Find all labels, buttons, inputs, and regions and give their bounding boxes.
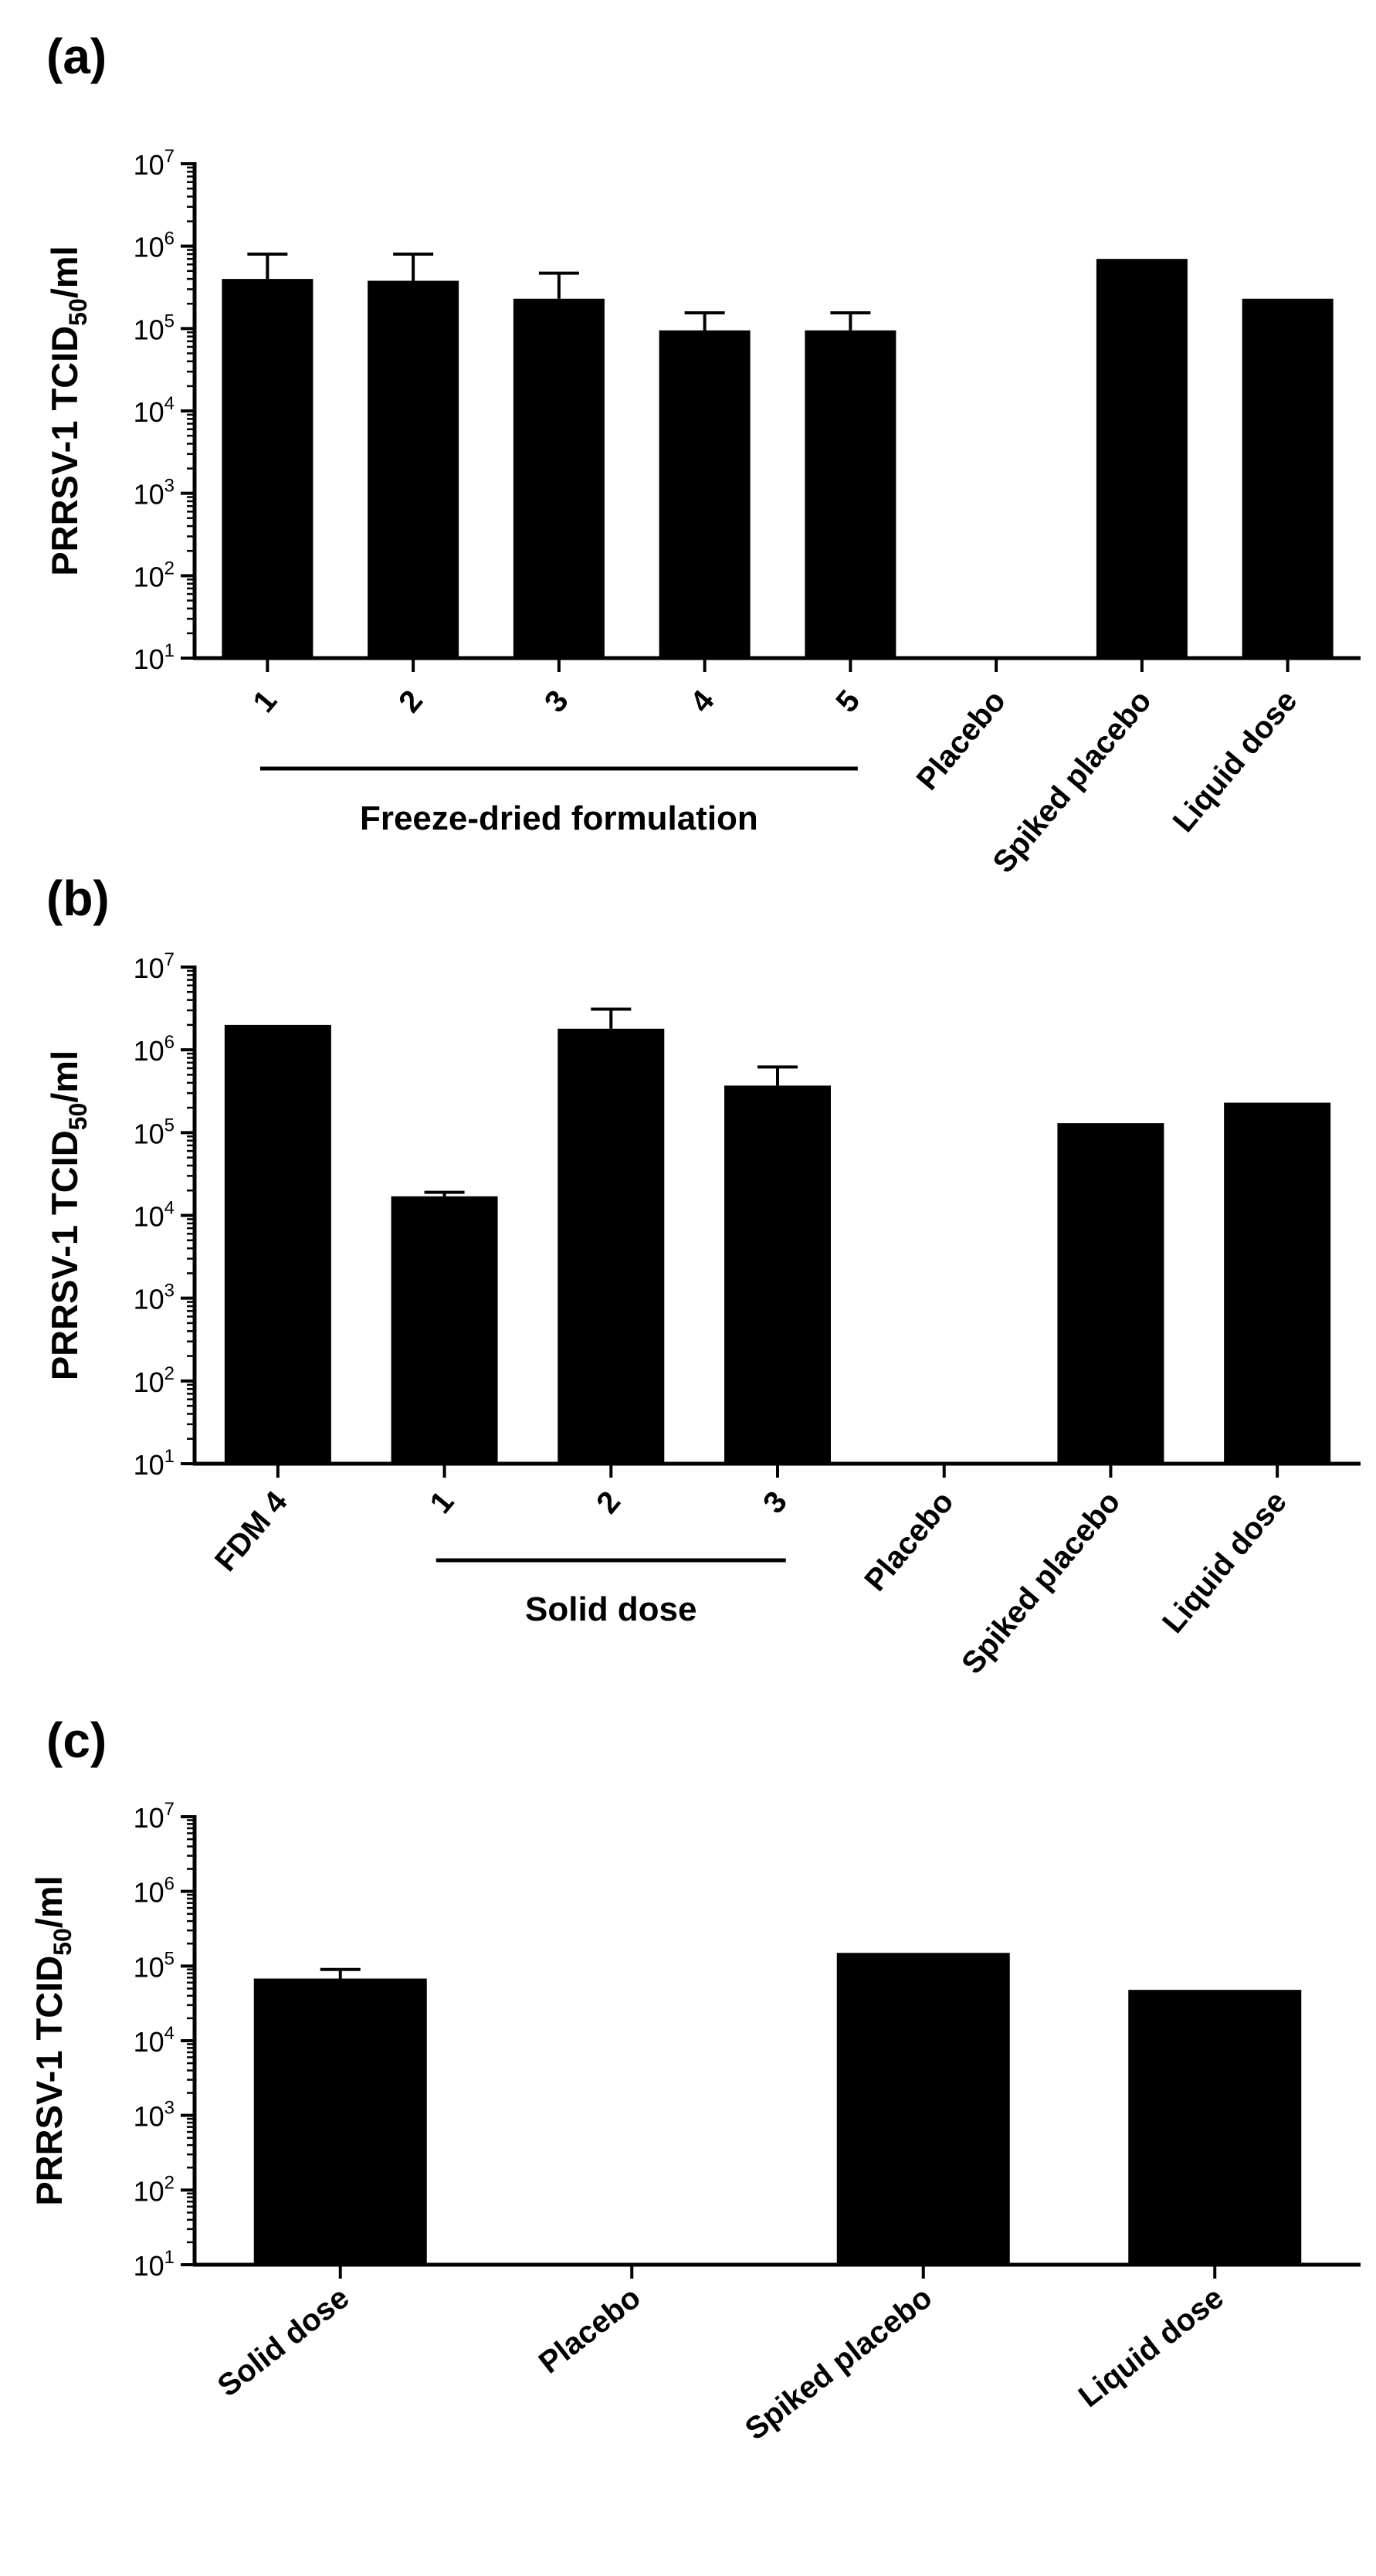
chart-panel-2: (b) 101 102 103 104 105 106 107 PRRSV-1 TCID50/m… <box>44 871 1361 1681</box>
y-tick-label: 104 <box>134 2023 175 2058</box>
bar <box>1128 1990 1302 2265</box>
y-tick-label: 102 <box>134 558 175 592</box>
x-category-label: 1 <box>246 684 283 719</box>
y-tick-label: 107 <box>134 949 175 984</box>
y-tick-label: 101 <box>134 1446 175 1481</box>
y-tick-label: 102 <box>134 2172 175 2207</box>
x-category-label: Liquid dose <box>1073 2280 1230 2414</box>
x-category-label: 2 <box>590 1485 627 1520</box>
y-tick-label: 104 <box>134 1198 175 1233</box>
bar <box>805 330 896 658</box>
group-label: Solid dose <box>525 1590 696 1628</box>
y-tick-label: 101 <box>134 640 175 675</box>
y-tick-label: 104 <box>134 393 175 428</box>
chart-panel-3: (c) 101 102 103 104 105 106 107 PRRSV-1 TCID50/m… <box>29 1712 1361 2447</box>
x-category-label: Liquid dose <box>1156 1485 1293 1640</box>
y-tick-label: 105 <box>134 311 175 345</box>
x-category-label: Liquid dose <box>1167 684 1304 839</box>
y-axis-label: PRRSV-1 TCID50/ml <box>29 1875 76 2205</box>
y-tick-label: 103 <box>134 1281 175 1315</box>
chart-panel-1: (a) 101 102 103 104 105 106 107 PRRSV-1 TCID50/m… <box>44 29 1361 880</box>
x-category-label: 1 <box>423 1485 460 1520</box>
x-category-label: Spiked placebo <box>955 1485 1127 1681</box>
x-category-label: Spiked placebo <box>986 684 1157 880</box>
bar <box>1242 298 1334 658</box>
bar <box>1096 259 1188 658</box>
x-category-label: Placebo <box>858 1485 960 1598</box>
bar <box>836 1953 1010 2265</box>
x-category-label: Placebo <box>910 684 1012 797</box>
x-category-label: Spiked placebo <box>739 2280 938 2446</box>
bar <box>724 1085 831 1464</box>
y-tick-label: 103 <box>134 2098 175 2133</box>
bar <box>253 1978 427 2265</box>
bar <box>391 1196 498 1464</box>
bar <box>1224 1102 1331 1464</box>
y-tick-label: 103 <box>134 476 175 511</box>
y-tick-label: 105 <box>134 1115 175 1149</box>
y-tick-label: 102 <box>134 1363 175 1398</box>
panel-label: (b) <box>46 871 110 926</box>
y-axis-label: PRRSV-1 TCID50/ml <box>44 1050 92 1380</box>
x-category-label: Solid dose <box>212 2280 355 2403</box>
group-label: Freeze-dried formulation <box>360 799 758 837</box>
x-category-label: 5 <box>829 684 866 719</box>
bar <box>222 279 313 658</box>
x-category-label: Placebo <box>533 2280 647 2380</box>
x-category-label: 3 <box>538 684 575 719</box>
bar <box>368 280 459 658</box>
x-category-label: 2 <box>392 684 429 719</box>
y-tick-label: 106 <box>134 229 175 263</box>
bar <box>1057 1123 1164 1464</box>
y-tick-label: 107 <box>134 1799 175 1834</box>
y-tick-label: 101 <box>134 2247 175 2282</box>
panel-label: (c) <box>46 1712 107 1768</box>
y-tick-label: 106 <box>134 1032 175 1067</box>
y-tick-label: 105 <box>134 1948 175 1983</box>
y-tick-label: 106 <box>134 1874 175 1909</box>
bar <box>659 330 751 658</box>
x-category-label: 4 <box>684 684 721 719</box>
panel-label: (a) <box>46 29 107 84</box>
x-category-label: 3 <box>757 1485 794 1520</box>
bar <box>558 1028 665 1464</box>
bar <box>513 298 605 658</box>
y-axis-label: PRRSV-1 TCID50/ml <box>44 246 92 575</box>
bar <box>224 1024 331 1464</box>
x-category-label: FDM 4 <box>208 1485 294 1578</box>
y-tick-label: 107 <box>134 146 175 181</box>
